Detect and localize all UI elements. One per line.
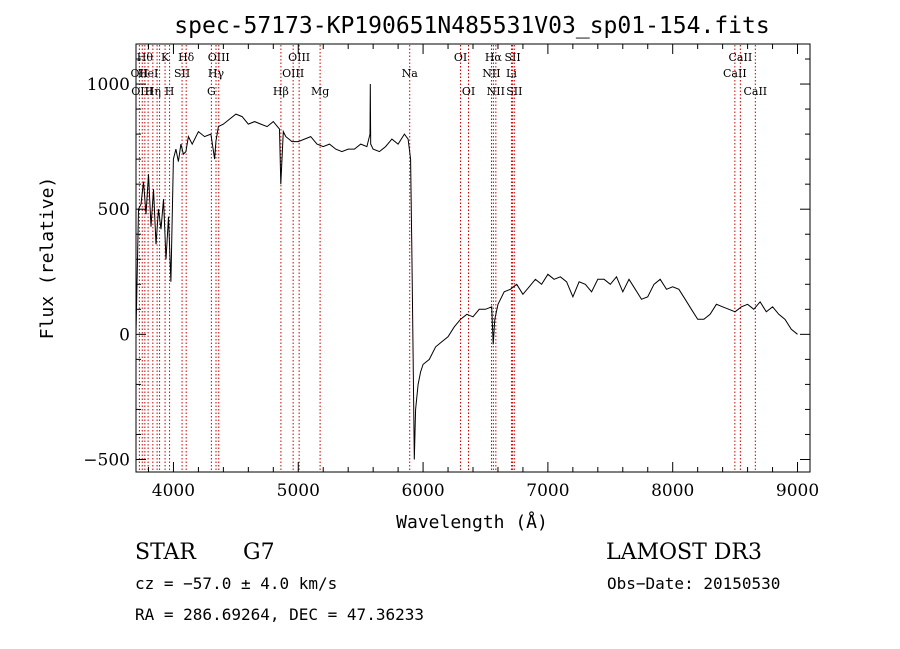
- marker-label-9: SII: [174, 67, 190, 80]
- marker-label-16: OIII: [288, 51, 310, 64]
- marker-label-15: OIII: [282, 67, 304, 80]
- marker-label-25: SII: [504, 51, 520, 64]
- y-tick-label: 500: [98, 200, 130, 220]
- marker-label-14: Hβ: [273, 85, 289, 98]
- x-tick-label: 9000: [776, 481, 819, 501]
- marker-label-19: OI: [454, 51, 467, 64]
- y-tick-label: 1000: [87, 75, 130, 95]
- x-tick-label: 5000: [277, 481, 320, 501]
- object-subclass: G7: [243, 540, 275, 565]
- plot-frame: [135, 43, 811, 473]
- marker-label-20: OI: [462, 85, 475, 98]
- marker-label-21: NII: [482, 67, 500, 80]
- chart-title: spec-57173-KP190651N485531V03_sp01-154.f…: [174, 13, 769, 39]
- marker-label-27: CaII: [723, 67, 747, 80]
- marker-label-24: Li: [506, 67, 517, 80]
- marker-label-7: K: [161, 51, 170, 64]
- x-tick-label: 4000: [152, 481, 195, 501]
- x-tick-label: 7000: [526, 481, 569, 501]
- marker-label-1: OIII: [131, 85, 153, 98]
- line-markers: [138, 45, 756, 471]
- marker-label-13: OIII: [208, 51, 230, 64]
- x-axis: 4000 5000 6000 7000 8000 9000: [147, 44, 819, 501]
- marker-label-10: Hδ: [178, 51, 195, 64]
- marker-label-2: Hθ: [137, 51, 154, 64]
- marker-label-22: Hα: [485, 51, 503, 64]
- marker-label-3: HeI: [138, 67, 158, 80]
- marker-label-11: G: [207, 85, 216, 98]
- marker-label-17: Mg: [311, 85, 329, 98]
- object-class: STAR: [135, 540, 197, 565]
- y-tick-label: 0: [119, 325, 130, 345]
- marker-label-26: SII: [506, 85, 522, 98]
- x-tick-label: 6000: [401, 481, 444, 501]
- marker-label-28: CaII: [729, 51, 753, 64]
- coordinates: RA = 286.69264, DEC = 47.36233: [135, 605, 424, 624]
- y-axis: −500 0 500 1000: [83, 58, 810, 470]
- y-axis-label: Flux (relative): [37, 177, 58, 340]
- marker-label-12: Hγ: [208, 67, 225, 80]
- marker-label-4: Hη: [145, 85, 161, 98]
- marker-label-23: NII: [487, 85, 505, 98]
- redshift-info: cz = −57.0 ± 4.0 km/s: [135, 574, 337, 593]
- survey-name: LAMOST DR3: [606, 540, 762, 565]
- marker-labels: OII OIII Hθ HeI Hη K H SII Hδ G Hγ OIII Hβ OIII OIII Mg…: [131, 51, 768, 98]
- marker-label-18: Na: [402, 67, 419, 80]
- obs-date: Obs−Date: 20150530: [607, 574, 780, 593]
- x-axis-label: Wavelength (Å): [396, 511, 548, 533]
- spectrum-line: [135, 83, 798, 460]
- marker-label-29: CaII: [743, 85, 767, 98]
- marker-label-8: H: [165, 85, 175, 98]
- y-tick-label: −500: [83, 450, 130, 470]
- marker-label-0: OII: [131, 67, 149, 80]
- x-tick-label: 8000: [651, 481, 694, 501]
